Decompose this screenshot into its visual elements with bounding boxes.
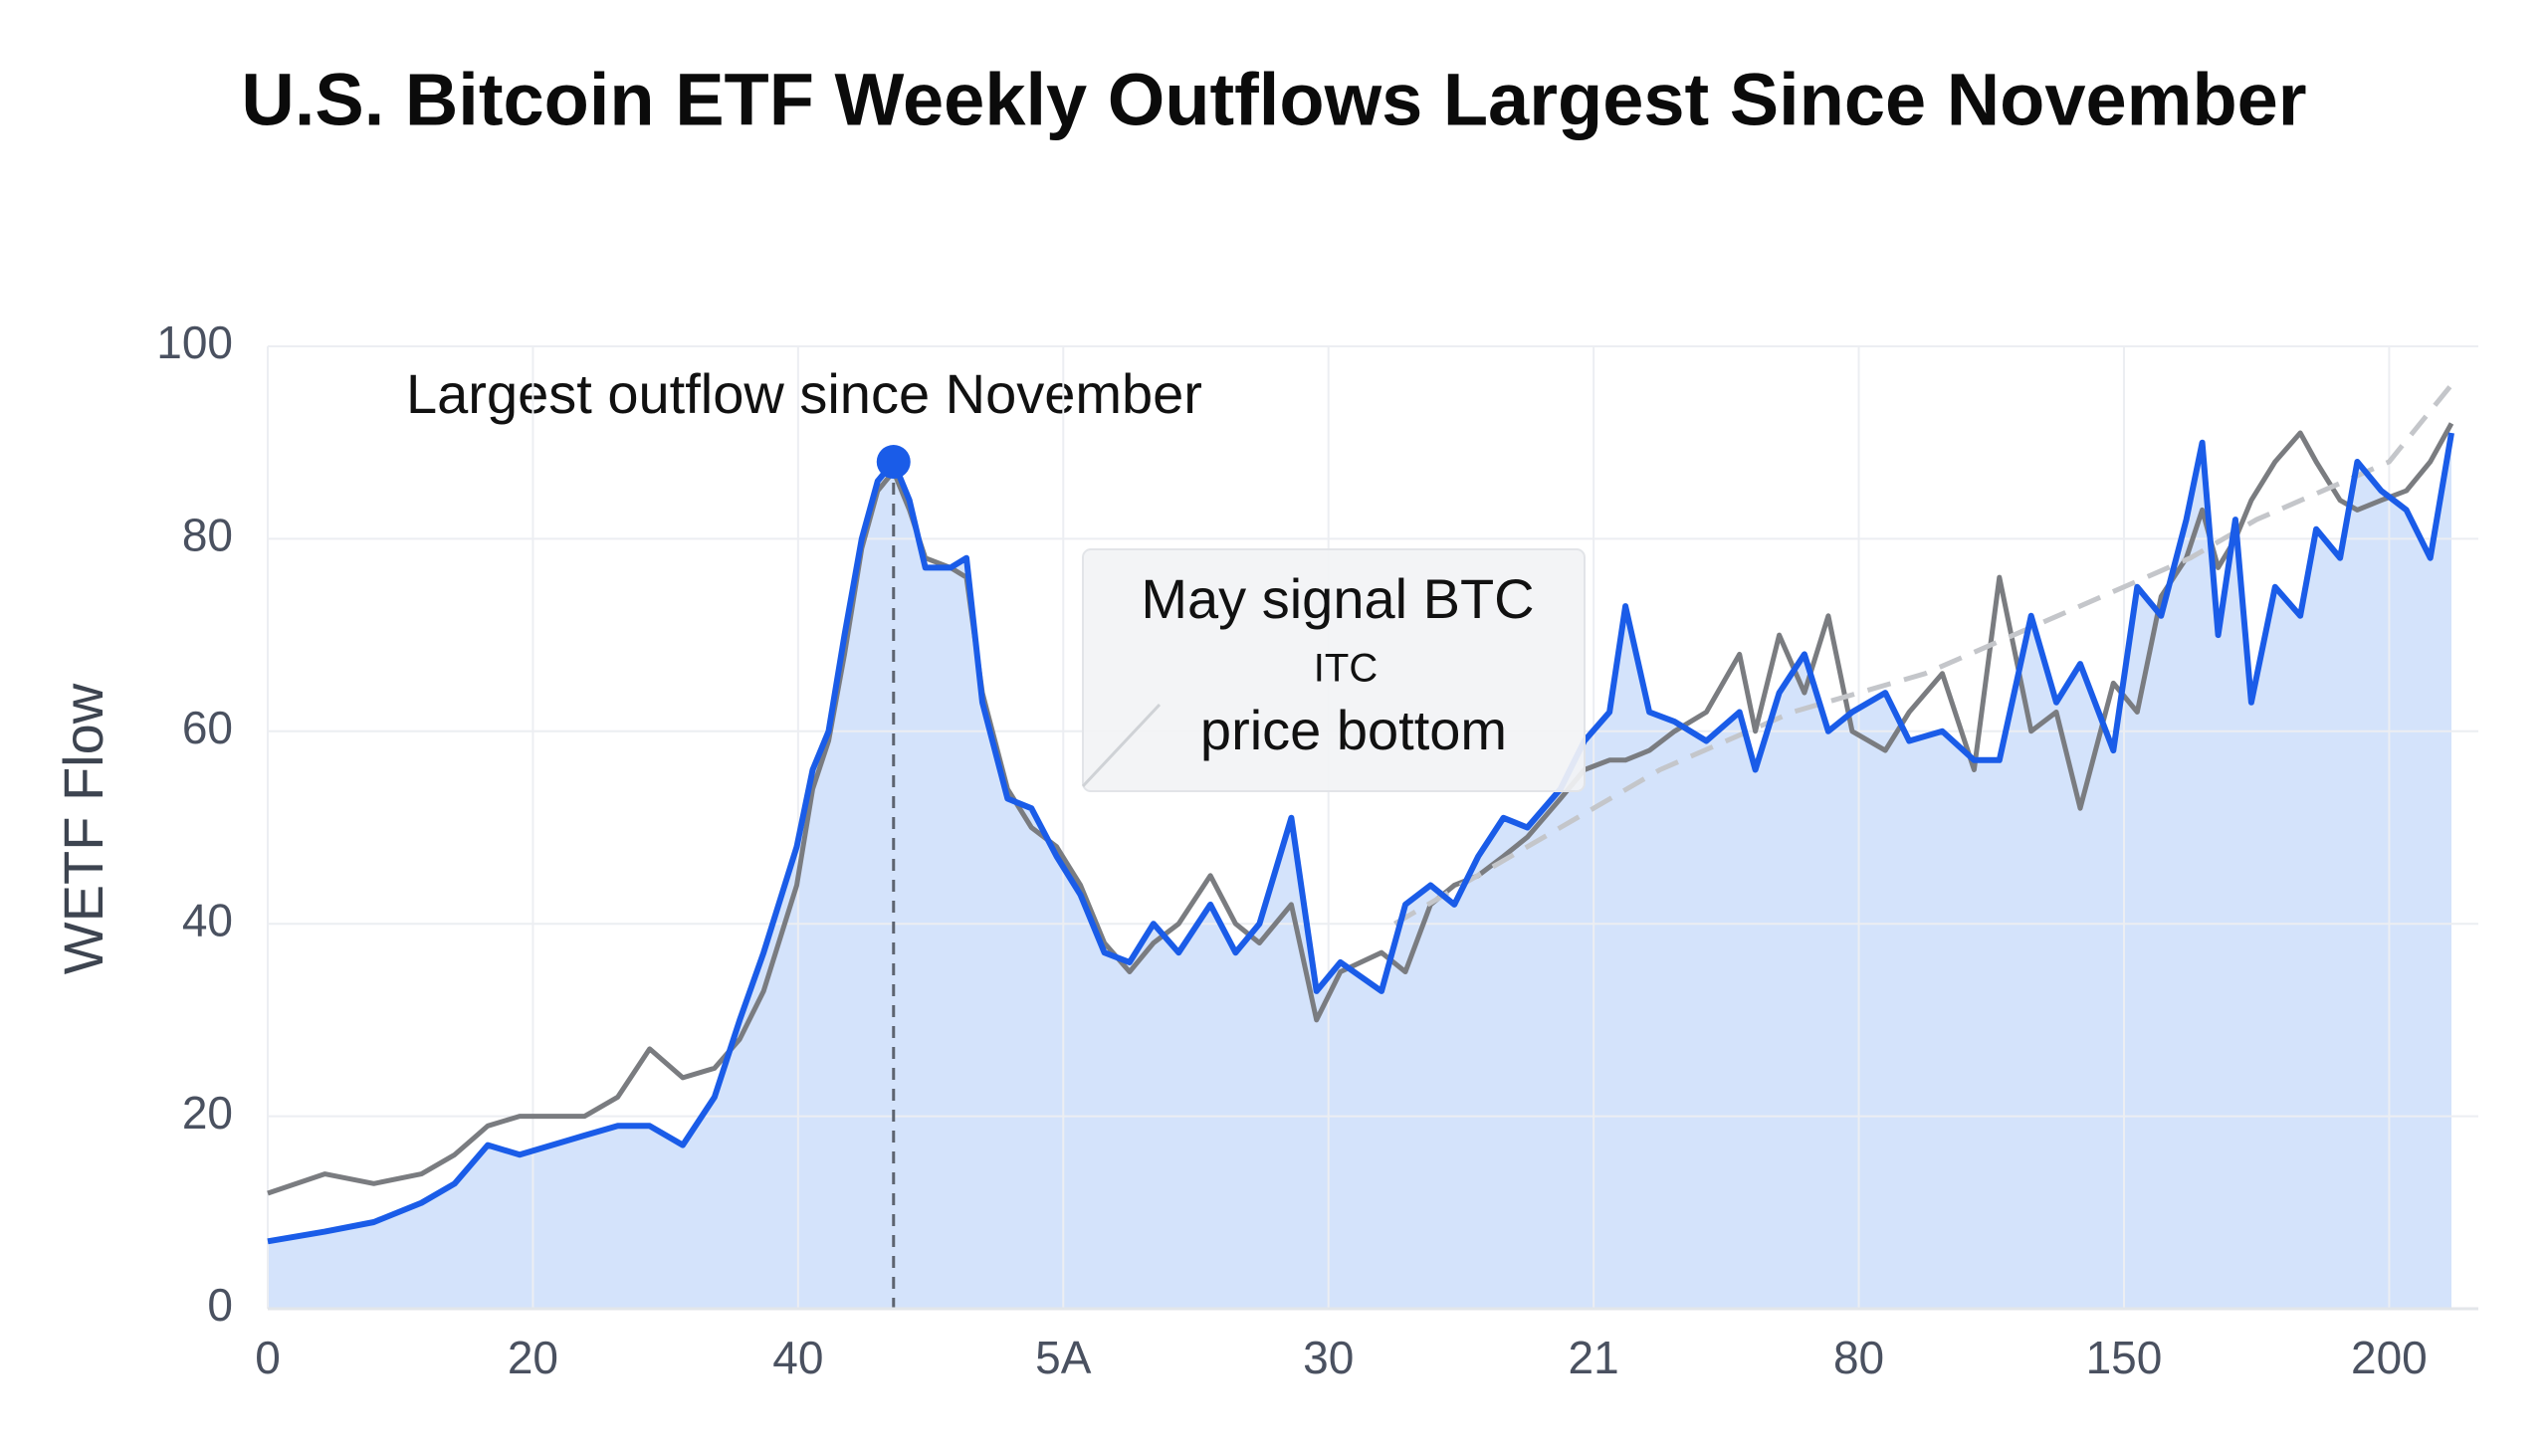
annotation-marker [876,445,911,480]
data-line [267,432,2454,1245]
x-tick-label: 5A [1035,1332,1092,1383]
y-tick-label: 0 [207,1279,233,1331]
data-line [1393,383,2453,927]
x-tick-label: 30 [1303,1332,1354,1383]
annotation-text: Largest outflow since November [406,362,1202,425]
y-tick-label: 60 [182,702,233,753]
x-tick-label: 0 [255,1332,281,1383]
x-tick-label: 21 [1569,1332,1619,1383]
callout-line: May signal BTC [1141,567,1534,630]
y-tick-label: 80 [182,510,233,561]
y-axis-label: WETF Flow [52,683,114,974]
x-tick-label: 150 [2086,1332,2163,1383]
y-tick-label: 100 [156,316,233,368]
y-tick-label: 20 [182,1087,233,1139]
x-tick-label: 20 [508,1332,558,1383]
x-tick-label: 80 [1833,1332,1884,1383]
y-tick-label: 40 [182,894,233,945]
x-tick-label: 200 [2351,1332,2428,1383]
callout-line: ITC [1314,647,1378,691]
area-fill [268,433,2451,1309]
callout: May signal BTC ITC price bottom [1081,548,1586,792]
x-tick-label: 40 [772,1332,823,1383]
callout-line: price bottom [1200,699,1507,761]
callout-pointer [1081,703,1162,788]
chart-title: U.S. Bitcoin ETF Weekly Outflows Largest… [241,59,2306,141]
callout-box [1082,548,1586,792]
